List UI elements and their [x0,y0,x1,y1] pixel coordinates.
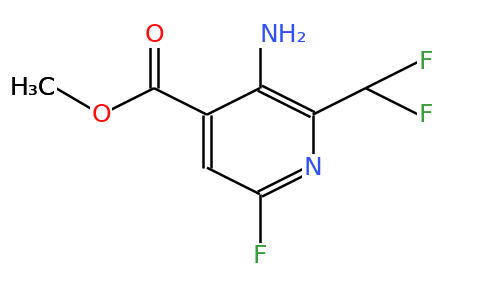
Text: O: O [144,23,164,47]
Text: H₃C: H₃C [10,76,56,100]
Text: F: F [419,50,433,74]
Text: H₃C: H₃C [10,76,56,100]
Text: N: N [303,156,322,180]
Text: N: N [303,156,322,180]
Text: F: F [253,244,267,268]
Text: H₃C: H₃C [10,76,56,100]
Text: F: F [419,103,433,127]
Text: F: F [419,50,433,74]
Text: F: F [419,103,433,127]
Text: H₃C: H₃C [10,76,56,100]
Text: O: O [144,23,164,47]
Text: O: O [91,103,111,127]
Text: NH₂: NH₂ [260,23,307,47]
Text: O: O [91,103,111,127]
Text: F: F [253,244,267,268]
Text: NH₂: NH₂ [260,23,307,47]
